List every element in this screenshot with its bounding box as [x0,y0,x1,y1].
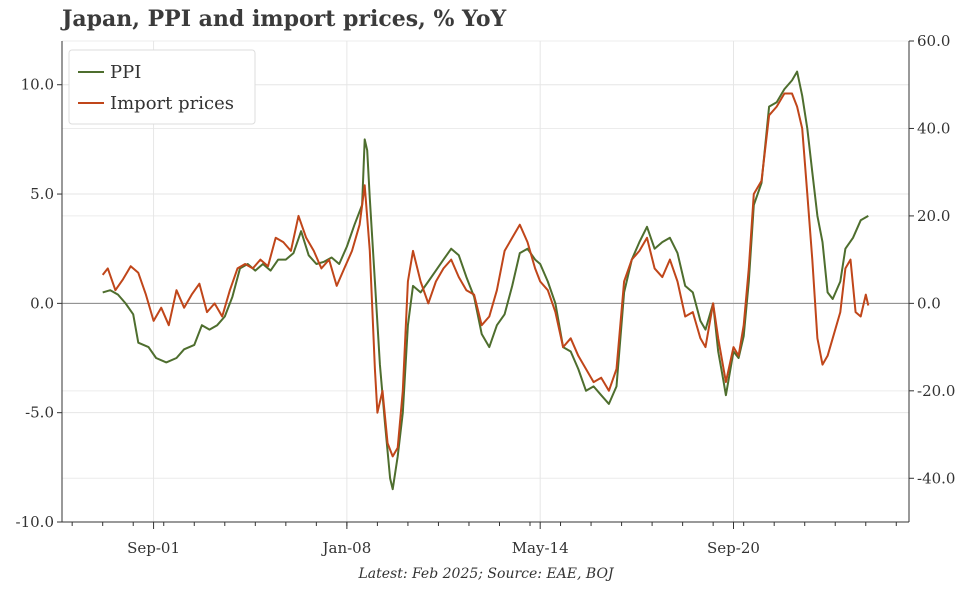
source-note: Latest: Feb 2025; Source: EAE, BOJ [358,566,614,582]
y-right-tick-label-5: 60.0 [917,32,950,50]
series-line-import-prices [101,92,870,458]
x-tick-label-2: May-14 [512,539,569,557]
legend-label-import-prices: Import prices [110,93,234,114]
series-line-ppi [102,70,869,491]
y-left-tick-label-1: -5.0 [25,404,54,422]
y-left-tick-label-3: 5.0 [30,185,54,203]
series-lines [101,70,870,491]
y-right-tick-label-2: 0.0 [917,294,941,312]
chart-title: Japan, PPI and import prices, % YoY [62,6,507,32]
y-right-tick-label-1: -20.0 [917,382,955,400]
y-left-tick-label-0: -10.0 [16,513,54,531]
x-tick-label-0: Sep-01 [127,539,180,557]
legend-frame [68,49,256,125]
x-tick-label-3: Sep-20 [707,539,760,557]
y-right-tick-label-0: -40.0 [917,469,955,487]
legend-label-ppi: PPI [110,62,141,83]
y-left-tick-label-4: 10.0 [21,76,54,94]
legend: PPI Import prices [68,49,256,125]
y-right-tick-label-4: 40.0 [917,119,950,137]
y-left-tick-label-2: 0.0 [30,294,54,312]
y-right-tick-label-3: 20.0 [917,207,950,225]
x-tick-label-1: Jan-08 [320,539,371,557]
axes: -10.0 -5.0 0.0 5.0 10.0 -40.0 -20.0 0.0 20.0 40.0… [16,32,956,557]
